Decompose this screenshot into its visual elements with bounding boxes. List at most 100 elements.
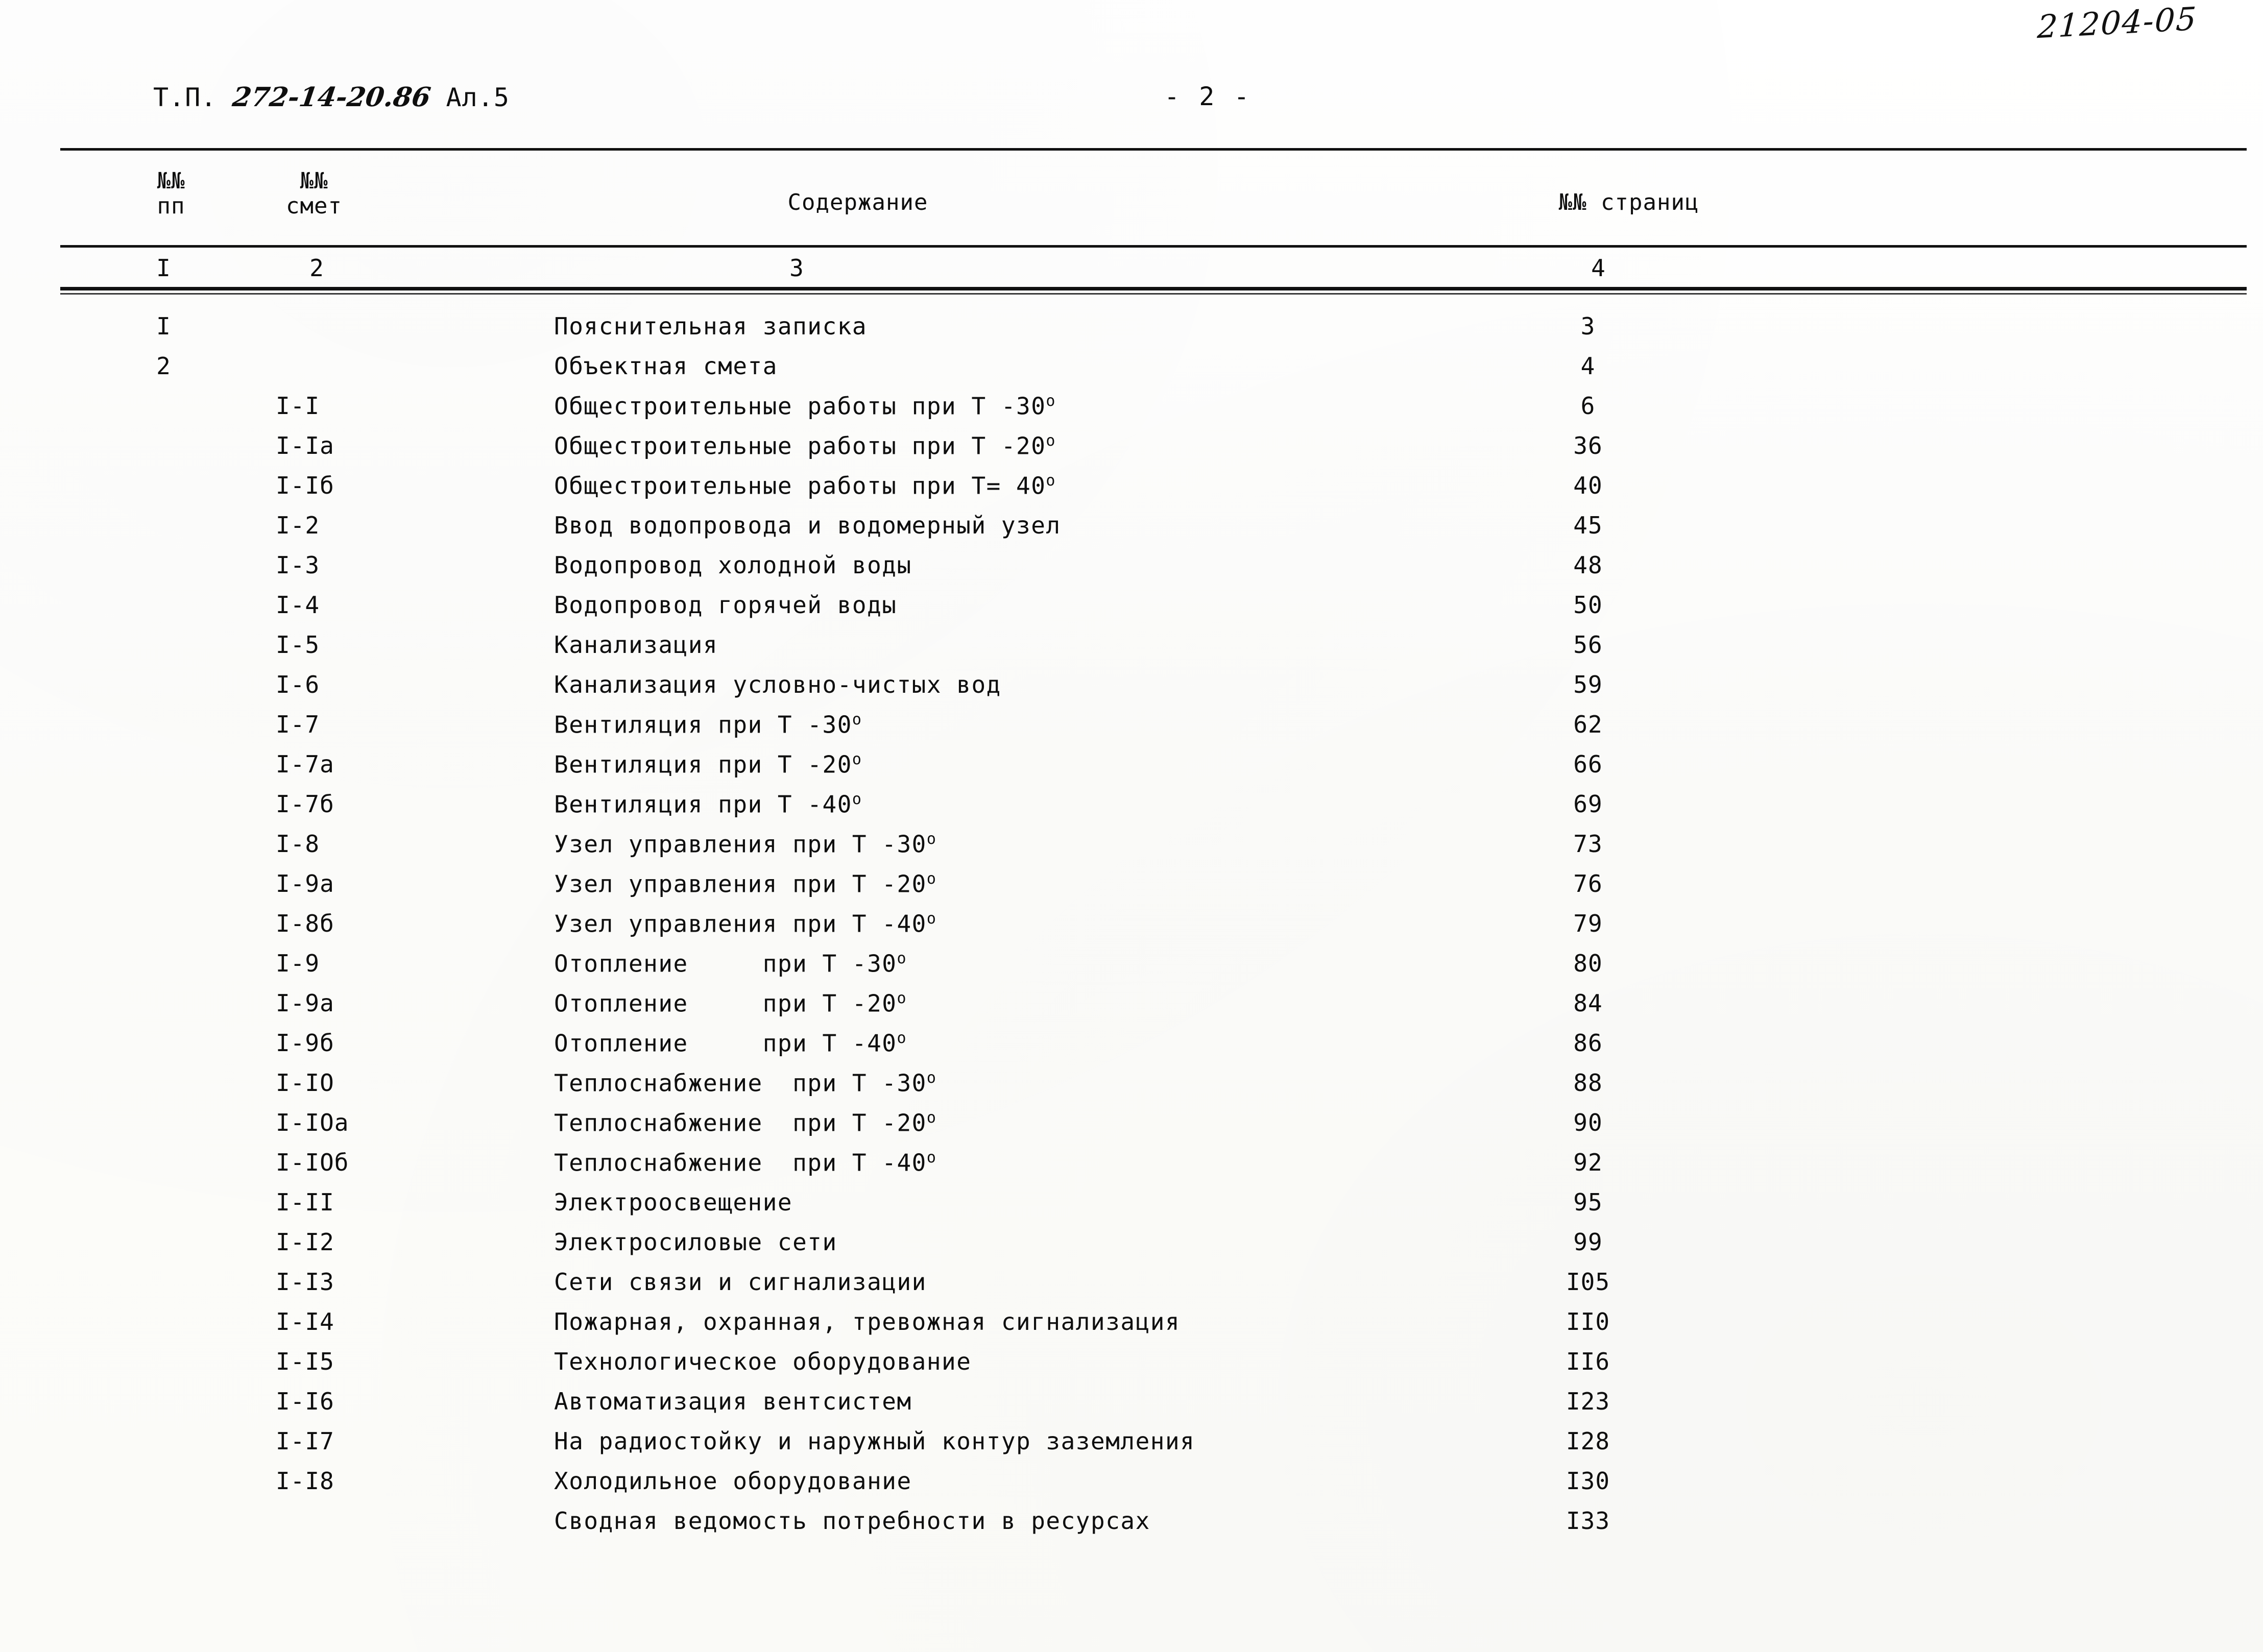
degree-symbol: o <box>897 950 906 967</box>
table-row: I-I5 Технологическое оборудование II6 <box>0 1348 2263 1388</box>
row-content-text: Отопление при Т -30 <box>554 950 897 978</box>
column-header-content: Содержание <box>787 189 928 215</box>
row-content-text: Ввод водопровода и водомерный узел <box>554 512 1061 539</box>
column-number-2: 2 <box>309 254 324 282</box>
table-row: I-3 Водопровод холодной воды 48 <box>0 551 2263 591</box>
row-estimate-number: I-9б <box>276 1029 334 1057</box>
row-content-label: Узел управления при Т -20o <box>554 870 936 897</box>
table-row: I-IО Теплоснабжение при Т -30o 88 <box>0 1069 2263 1109</box>
table-row: I-7б Вентиляция при Т -40o 69 <box>0 790 2263 830</box>
row-content-label: Отопление при Т -40o <box>554 1029 906 1057</box>
degree-symbol: o <box>1046 432 1055 450</box>
row-estimate-number: I-IОа <box>276 1109 349 1136</box>
table-row: I-IОб Теплоснабжение при Т -40o 92 <box>0 1149 2263 1188</box>
row-page-number: 50 <box>1573 591 1603 619</box>
row-page-number: 3 <box>1580 312 1596 340</box>
row-estimate-number: I-8 <box>276 830 320 858</box>
row-content-text: Общестроительные работы при Т -20 <box>554 432 1046 460</box>
table-row: I-I6 Автоматизация вентсистем I23 <box>0 1388 2263 1427</box>
column-header-pp-line1: №№ <box>157 168 185 194</box>
table-row: I Пояснительная записка 3 <box>0 312 2263 352</box>
row-content-label: Электросиловые сети <box>554 1228 837 1256</box>
row-content-label: Канализация <box>554 631 718 659</box>
row-estimate-number: I-7а <box>276 750 334 778</box>
row-content-text: Вентиляция при Т -30 <box>554 711 852 739</box>
column-header-smeta-line2: смет <box>286 193 342 220</box>
row-content-text: Общестроительные работы при Т -30 <box>554 392 1046 420</box>
row-content-label: Пояснительная записка <box>554 312 867 340</box>
table-row: I-7а Вентиляция при Т -20o 66 <box>0 750 2263 790</box>
row-content-text: Водопровод горячей воды <box>554 591 897 619</box>
degree-symbol: o <box>897 1029 906 1047</box>
row-estimate-number: I-6 <box>276 671 320 698</box>
column-header-pages: №№ страниц <box>1558 189 1699 215</box>
row-estimate-number: I-Iб <box>276 472 334 499</box>
table-body: I Пояснительная записка 3 2 Объектная смета 4… <box>0 312 2263 1547</box>
degree-symbol: o <box>852 750 861 768</box>
row-estimate-number: I-9а <box>276 870 334 897</box>
table-rule-top <box>60 148 2247 151</box>
row-page-number: 88 <box>1573 1069 1603 1097</box>
row-content-text: Пожарная, охранная, тревожная сигнализац… <box>554 1308 1181 1335</box>
column-header-pp: №№ пп <box>125 168 217 219</box>
row-estimate-number: I-9 <box>276 950 320 977</box>
row-estimate-number: I-I <box>276 392 320 420</box>
row-page-number: 99 <box>1573 1228 1603 1256</box>
row-content-label: Канализация условно-чистых вод <box>554 671 1001 698</box>
row-page-number: 6 <box>1580 392 1596 420</box>
row-page-number: 56 <box>1573 631 1603 659</box>
table-row: I-8б Узел управления при Т -40o 79 <box>0 910 2263 950</box>
row-estimate-number: I-7б <box>276 790 334 818</box>
row-page-number: II0 <box>1566 1308 1610 1335</box>
row-content-text: Теплоснабжение при Т -30 <box>554 1069 927 1097</box>
column-number-4: 4 <box>1591 254 1605 282</box>
row-content-label: Отопление при Т -30o <box>554 950 906 977</box>
row-content-text: Автоматизация вентсистем <box>554 1388 912 1415</box>
row-item-number: 2 <box>156 352 171 380</box>
row-content-label: Пожарная, охранная, тревожная сигнализац… <box>554 1308 1180 1335</box>
table-row: I-8 Узел управления при Т -30o 73 <box>0 830 2263 870</box>
row-estimate-number: I-7 <box>276 711 320 738</box>
row-page-number: I30 <box>1566 1467 1610 1495</box>
row-page-number: 73 <box>1573 830 1603 858</box>
row-estimate-number: I-IОб <box>276 1149 349 1176</box>
row-estimate-number: I-4 <box>276 591 320 619</box>
row-content-text: Узел управления при Т -40 <box>554 910 927 938</box>
row-content-label: Технологическое оборудование <box>554 1348 971 1375</box>
degree-symbol: o <box>926 1069 936 1087</box>
table-row: I-I2 Электросиловые сети 99 <box>0 1228 2263 1268</box>
table-row: Сводная ведомость потребности в ресурсах… <box>0 1507 2263 1547</box>
row-content-text: Технологическое оборудование <box>554 1348 972 1375</box>
row-page-number: 84 <box>1573 989 1603 1017</box>
row-content-text: Электроосвещение <box>554 1188 793 1216</box>
row-page-number: 62 <box>1573 711 1603 738</box>
row-content-label: Отопление при Т -20o <box>554 989 906 1017</box>
degree-symbol: o <box>897 989 906 1007</box>
row-content-text: Вентиляция при Т -20 <box>554 750 852 779</box>
row-page-number: 45 <box>1573 512 1603 539</box>
table-row: I-7 Вентиляция при Т -30o 62 <box>0 711 2263 750</box>
row-content-text: Объектная смета <box>554 352 778 380</box>
row-estimate-number: I-I8 <box>276 1467 334 1495</box>
table-row: I-IОа Теплоснабжение при Т -20o 90 <box>0 1109 2263 1149</box>
table-row: I-9б Отопление при Т -40o 86 <box>0 1029 2263 1069</box>
row-estimate-number: I-IО <box>276 1069 334 1097</box>
row-page-number: 90 <box>1573 1109 1603 1136</box>
row-content-text: Теплоснабжение при Т -40 <box>554 1149 927 1177</box>
row-page-number: II6 <box>1566 1348 1610 1375</box>
table-row: I-I3 Сети связи и сигнализации I05 <box>0 1268 2263 1308</box>
row-content-label: Объектная смета <box>554 352 778 380</box>
table-row: I-I7 На радиостойку и наружный контур заз… <box>0 1427 2263 1467</box>
table-row: I-Iа Общестроительные работы при Т -20o 36 <box>0 432 2263 472</box>
degree-symbol: o <box>926 1149 936 1167</box>
row-page-number: 92 <box>1573 1149 1603 1176</box>
table-row: I-I8 Холодильное оборудование I30 <box>0 1467 2263 1507</box>
row-estimate-number: I-II <box>276 1188 334 1216</box>
row-page-number: 79 <box>1573 910 1603 937</box>
degree-symbol: o <box>926 1109 936 1127</box>
row-content-text: Водопровод холодной воды <box>554 551 912 579</box>
table-rule-middle <box>60 245 2247 248</box>
table-row: I-II Электроосвещение 95 <box>0 1188 2263 1228</box>
table-row: I-Iб Общестроительные работы при Т= 40o 40 <box>0 472 2263 512</box>
